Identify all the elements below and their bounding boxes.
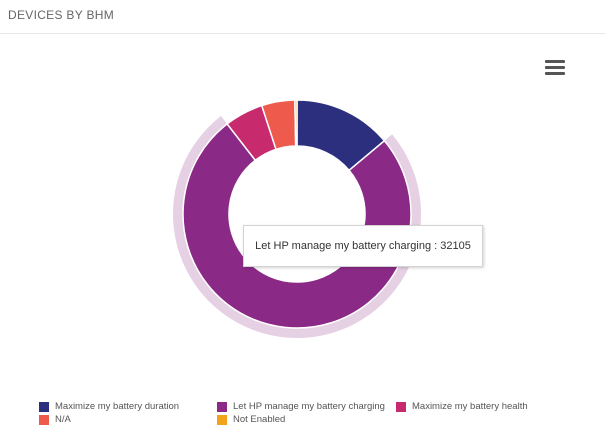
legend-label: Maximize my battery health: [412, 401, 528, 412]
legend-item[interactable]: Not Enabled: [217, 414, 285, 425]
legend-label: Maximize my battery duration: [55, 401, 180, 412]
legend-item[interactable]: Maximize my battery health: [396, 401, 528, 412]
legend-item[interactable]: Maximize my battery duration: [39, 401, 179, 412]
legend-swatch: [39, 414, 49, 425]
legend-item[interactable]: N/A: [39, 414, 71, 425]
legend-swatch: [396, 401, 406, 412]
legend-swatch: [39, 401, 49, 412]
legend-label: N/A: [55, 414, 71, 425]
donut-chart: [172, 99, 421, 338]
hamburger-menu-icon[interactable]: [545, 60, 565, 76]
legend-swatch: [217, 401, 227, 412]
panel-header: DEVICES BY BHM: [0, 0, 605, 34]
legend-item[interactable]: Let HP manage my battery charging: [217, 401, 385, 412]
panel-title: DEVICES BY BHM: [8, 8, 115, 22]
legend-label: Not Enabled: [233, 414, 286, 425]
legend-swatch: [217, 414, 227, 425]
donut-slice-1[interactable]: [182, 122, 412, 329]
donut-slice-4[interactable]: [294, 99, 298, 147]
legend-label: Let HP manage my battery charging: [233, 401, 385, 412]
chart-tooltip: Let HP manage my battery charging : 3210…: [243, 225, 483, 267]
